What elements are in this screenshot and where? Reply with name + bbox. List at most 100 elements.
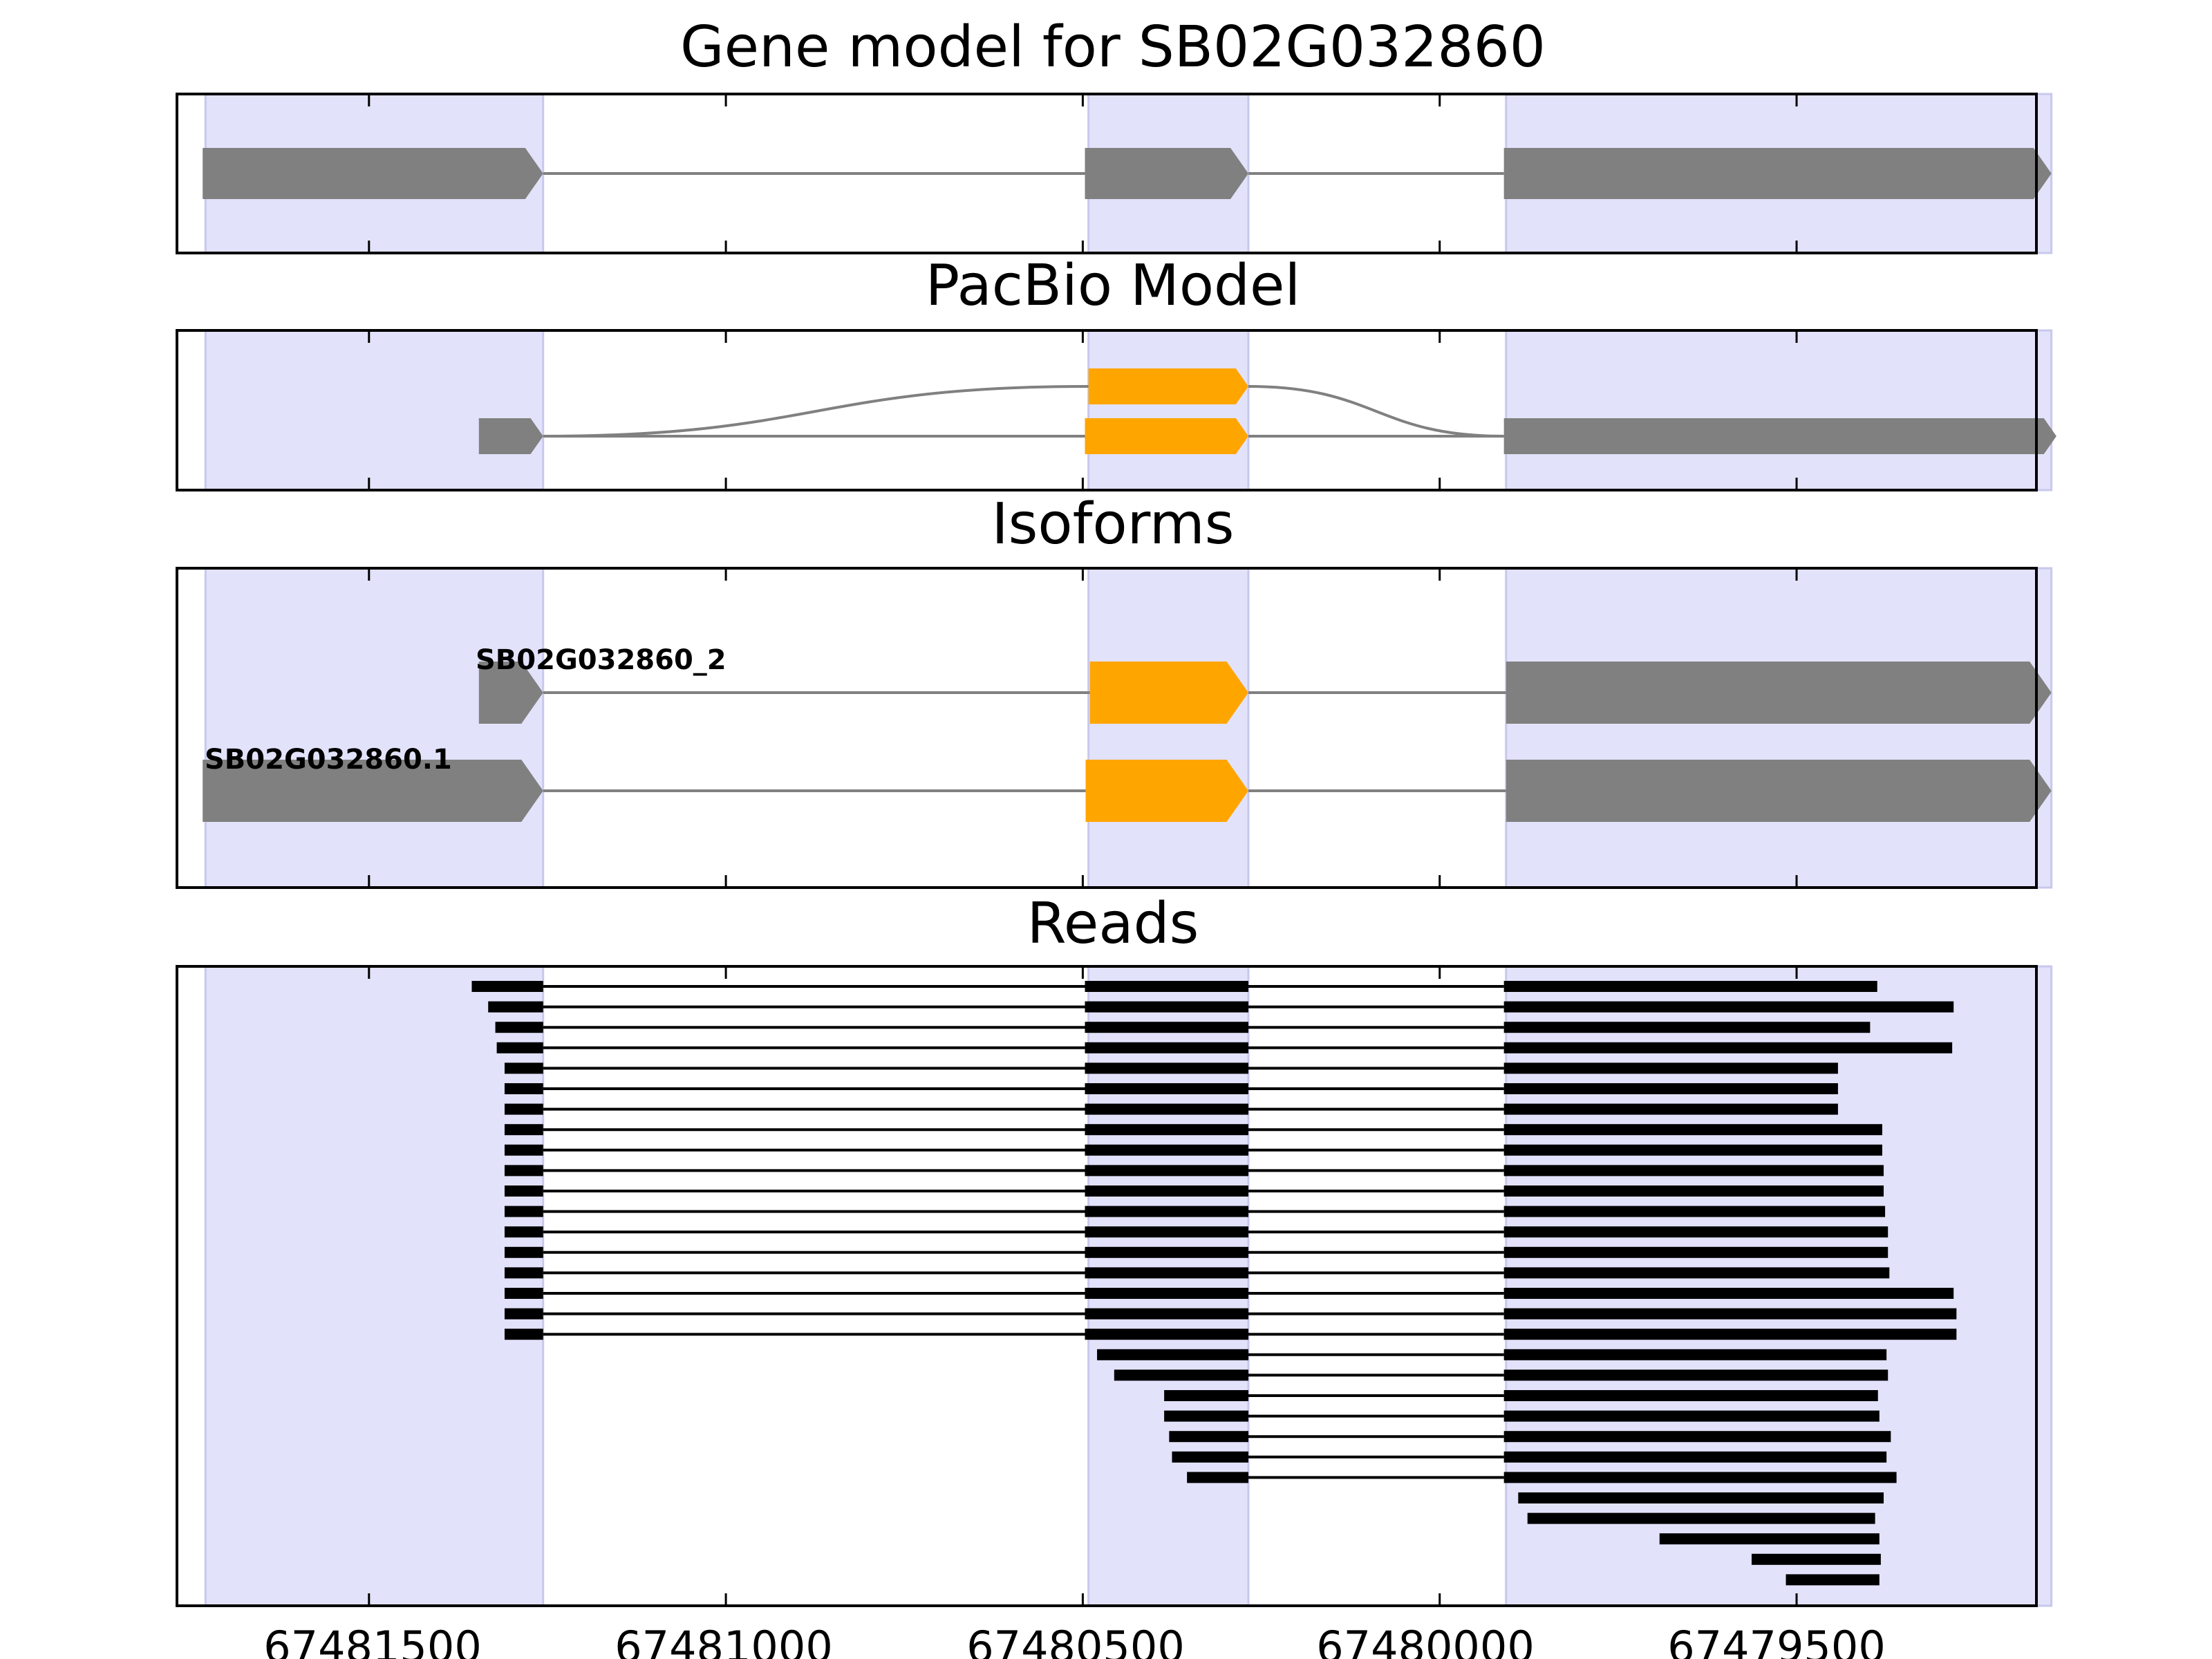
panel-title-gene-model: Gene model for SB02G032860 [680,15,1546,80]
read-2-block-3 [1503,1001,1954,1013]
highlight-band-2 [1087,567,1250,889]
read-15-block-3 [1503,1267,1890,1279]
read-14-block-3 [1503,1246,1888,1258]
panel-title-isoforms: Isoforms [992,491,1235,557]
read-11-block-1 [504,1185,543,1197]
isoform-label-sb02g032860-1: SB02G032860.1 [205,744,452,776]
panel-gene-model [176,93,2053,254]
read-17-block-2 [1085,1308,1248,1320]
read-1-block-1 [471,981,543,992]
read-8-block-1 [504,1124,543,1136]
read-13-block-2 [1085,1226,1248,1238]
read-8-block-3 [1503,1124,1882,1136]
pacbio-exon-3 [1503,418,2056,454]
panel-frame [176,567,2038,889]
read-23-block-2 [1503,1431,1891,1443]
highlight-band-1 [204,329,545,491]
read-3-block-2 [1085,1022,1248,1033]
pacbio-alt-intron-right [1248,385,1504,438]
read-7-block-3 [1503,1103,1838,1115]
read-19-block-2 [1503,1349,1887,1360]
read-5-block-2 [1085,1062,1248,1074]
read-16-block-2 [1085,1288,1248,1299]
highlight-band-3 [1505,965,2053,1607]
read-20-block-2 [1503,1369,1888,1381]
read-7-block-2 [1085,1103,1248,1115]
read-18-block-3 [1503,1329,1957,1340]
read-14-block-1 [504,1246,543,1258]
pacbio-exon-1 [478,418,543,454]
read-25-block-1 [1187,1472,1248,1483]
panel-pacbio-model [176,329,2056,491]
x-tick-label-67481500: 67481500 [263,1622,482,1659]
x-tick-label-67480000: 67480000 [1316,1622,1535,1659]
read-30-block-1 [1785,1574,1880,1586]
read-6-block-1 [504,1083,543,1094]
highlight-band-1 [204,567,545,889]
read-27-block-1 [1527,1512,1875,1524]
read-29-block-1 [1751,1553,1881,1565]
read-21-block-2 [1503,1390,1878,1401]
read-10-block-1 [504,1165,543,1177]
read-3-block-3 [1503,1022,1871,1033]
panel-isoforms [176,567,2053,889]
read-16-block-1 [504,1288,543,1299]
read-17-block-1 [504,1308,543,1320]
read-13-block-3 [1503,1226,1888,1238]
panel-frame [176,93,2038,254]
read-17-block-3 [1503,1308,1957,1320]
read-2-block-1 [488,1001,543,1013]
x-tick-label-67480500: 67480500 [966,1622,1185,1659]
read-8-block-2 [1085,1124,1248,1136]
gene-model-exon-1 [203,148,543,199]
highlight-band-2 [1087,329,1250,491]
read-21-block-1 [1164,1390,1248,1401]
isoform-1-exon-3 [1506,760,2052,822]
read-11-block-3 [1503,1185,1884,1197]
read-15-block-2 [1085,1267,1248,1279]
isoform-2-exon-3 [1506,662,2052,724]
read-19-block-1 [1097,1349,1248,1360]
read-2-block-2 [1085,1001,1248,1013]
read-5-block-3 [1503,1062,1838,1074]
pacbio-exon-2 [1085,418,1248,454]
read-14-block-2 [1085,1246,1248,1258]
x-tick-label-67481000: 67481000 [615,1622,833,1659]
isoform-label-sb02g032860-2: SB02G032860_2 [476,644,727,676]
read-4-block-1 [496,1042,543,1053]
read-9-block-2 [1085,1144,1248,1156]
panel-frame [176,329,2038,491]
read-25-block-2 [1503,1472,1897,1483]
read-26-block-1 [1518,1492,1884,1503]
read-12-block-2 [1085,1206,1248,1217]
read-24-block-1 [1172,1451,1248,1463]
read-11-block-2 [1085,1185,1248,1197]
read-1-block-3 [1503,981,1877,992]
panel-reads [176,965,2053,1607]
read-3-block-1 [495,1022,543,1033]
highlight-band-1 [204,965,545,1607]
gene-model-exon-3 [1503,148,2052,199]
read-18-block-2 [1085,1329,1248,1340]
highlight-band-3 [1505,329,2053,491]
isoform-1-exon-1 [203,760,543,822]
read-22-block-1 [1164,1410,1248,1422]
read-4-block-3 [1503,1042,1953,1053]
panel-title-pacbio-model: PacBio Model [926,253,1301,319]
read-6-block-2 [1085,1083,1248,1094]
read-12-block-1 [504,1206,543,1217]
read-24-block-2 [1503,1451,1887,1463]
read-12-block-3 [1503,1206,1886,1217]
read-22-block-2 [1503,1410,1880,1422]
read-10-block-2 [1085,1165,1248,1177]
isoform-2-exon-2 [1089,662,1248,724]
x-tick-label-67479500: 67479500 [1667,1622,1886,1659]
read-9-block-1 [504,1144,543,1156]
read-5-block-1 [504,1062,543,1074]
read-16-block-3 [1503,1288,1954,1299]
read-20-block-1 [1114,1369,1248,1381]
pacbio-alt-intron-left [543,385,1089,438]
highlight-band-3 [1505,567,2053,889]
read-18-block-1 [504,1329,543,1340]
